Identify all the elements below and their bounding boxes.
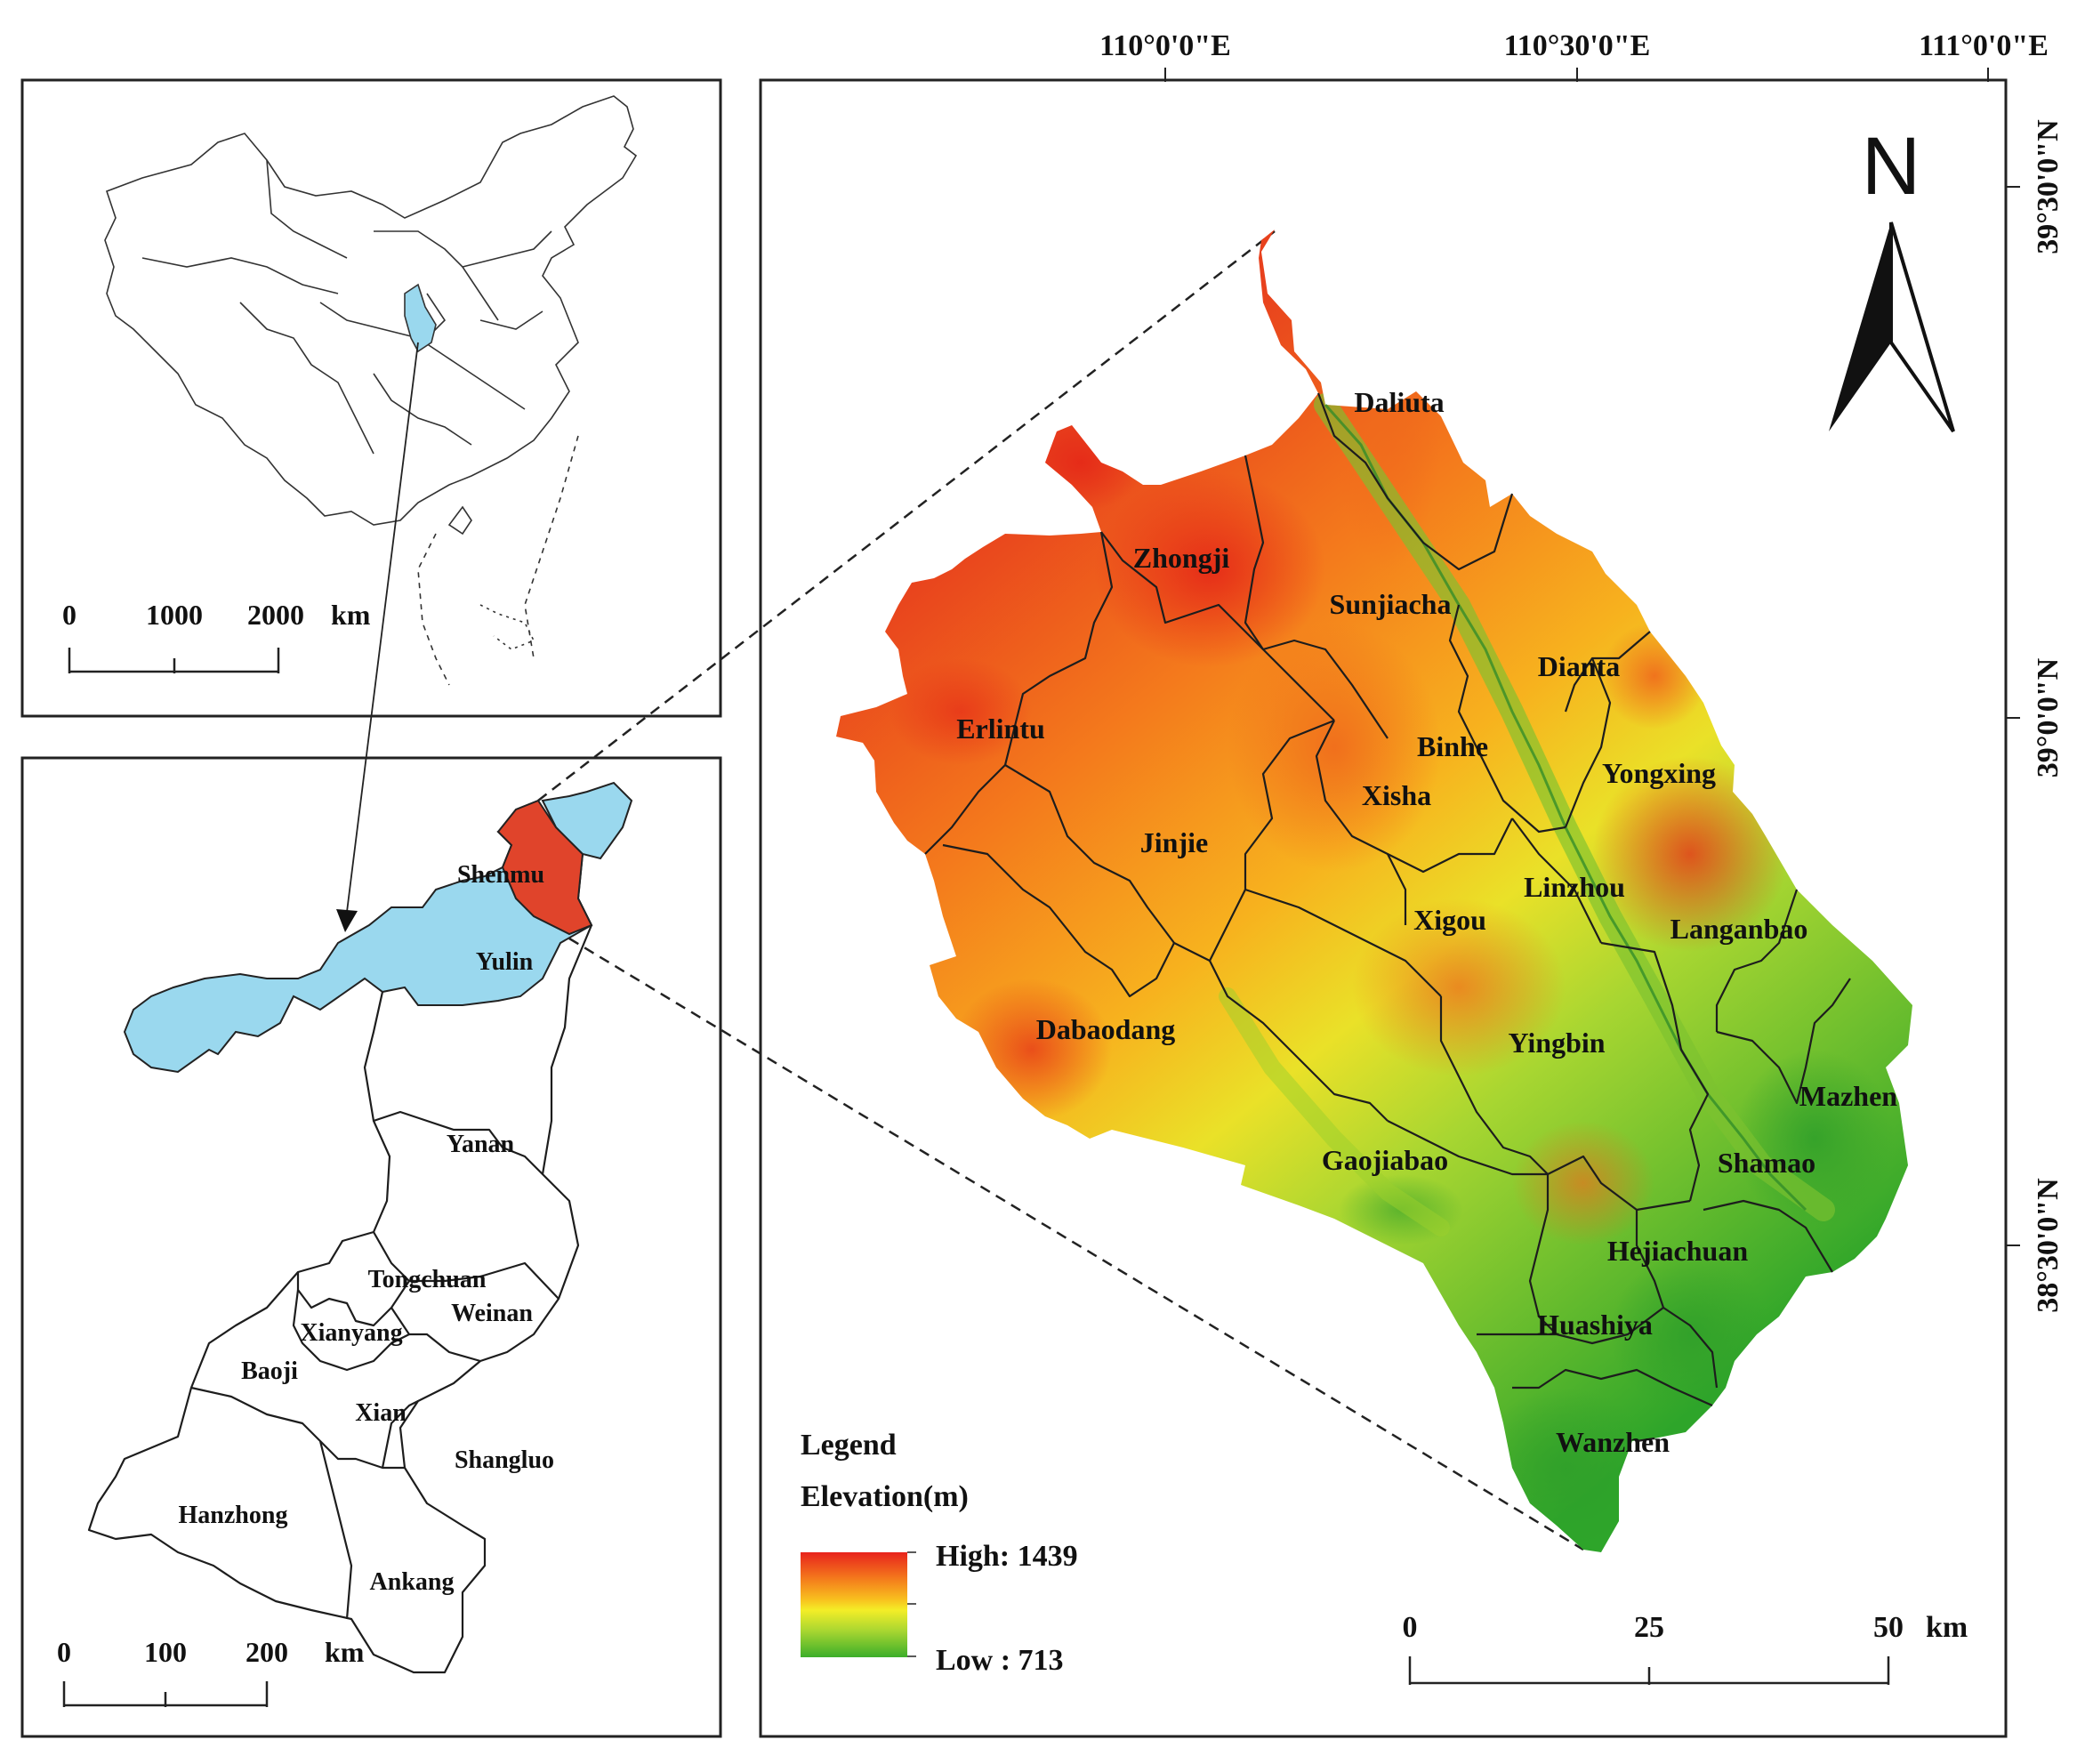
north-arrow-letter: N — [1862, 121, 1920, 212]
legend-color-ramp — [801, 1552, 907, 1657]
label-xianyang: Xianyang — [300, 1319, 402, 1347]
china-outline-map — [104, 95, 638, 686]
china-highlight-shaanxi — [404, 283, 437, 353]
china-scale-label-2: 2000 — [247, 599, 304, 631]
shaanxi-scale-label-1: 100 — [144, 1636, 187, 1668]
lon-label-2: 110°30'0"E — [1504, 29, 1651, 62]
label-baoji: Baoji — [241, 1357, 298, 1385]
china-scale-label-1: 1000 — [146, 599, 203, 631]
legend-low-label: Low : 713 — [936, 1644, 1064, 1677]
town-huashiya: Huashiya — [1537, 1309, 1653, 1341]
town-yingbin: Yingbin — [1508, 1027, 1605, 1059]
label-shangluo: Shangluo — [455, 1446, 554, 1474]
china-scale-unit: km — [331, 599, 371, 631]
main-scale-unit: km — [1926, 1611, 1968, 1644]
shaanxi-scale-unit: km — [325, 1636, 365, 1668]
town-langanbao: Langanbao — [1670, 913, 1808, 945]
town-gaojiabao: Gaojiabao — [1322, 1144, 1448, 1176]
town-sunjiacha: Sunjiacha — [1330, 588, 1452, 620]
label-weinan: Weinan — [451, 1300, 533, 1327]
label-xian: Xian — [355, 1399, 407, 1427]
lat-label-1: 39°30'0"N — [2032, 119, 2065, 254]
shenmu-elevation-map — [836, 230, 1912, 1552]
main-scale-label-2: 50 — [1873, 1611, 1904, 1644]
shaanxi-inset-frame — [20, 756, 722, 1738]
lat-label-3: 38°30'0"N — [2032, 1178, 2065, 1313]
town-hejiachuan: Hejiachuan — [1607, 1235, 1748, 1267]
shaanxi-scale-label-0: 0 — [57, 1636, 71, 1668]
town-shamao: Shamao — [1718, 1147, 1815, 1179]
town-yongxing: Yongxing — [1602, 757, 1716, 789]
town-erlintu: Erlintu — [956, 713, 1045, 745]
zoom-line-bottom — [568, 937, 1584, 1551]
label-shenmu: Shenmu — [457, 861, 544, 889]
town-mazhen: Mazhen — [1799, 1080, 1897, 1112]
legend-subtitle: Elevation(m) — [801, 1480, 969, 1513]
shaanxi-map — [87, 781, 633, 1674]
shaanxi-scale-label-2: 200 — [246, 1636, 288, 1668]
main-scale-label-1: 25 — [1634, 1611, 1664, 1644]
label-yanan: Yanan — [447, 1131, 515, 1158]
china-scale-label-0: 0 — [62, 599, 76, 631]
town-xigou: Xigou — [1413, 904, 1486, 936]
locator-arrow-head — [336, 909, 358, 932]
town-wanzhen: Wanzhen — [1556, 1426, 1670, 1458]
town-binhe: Binhe — [1417, 730, 1488, 762]
legend-title: Legend — [801, 1429, 897, 1462]
legend-high-label: High: 1439 — [936, 1540, 1078, 1573]
label-tongchuan: Tongchuan — [368, 1266, 487, 1293]
china-inset-frame — [20, 78, 722, 718]
town-zhongji: Zhongji — [1133, 542, 1230, 574]
town-xisha: Xisha — [1362, 779, 1431, 811]
label-hanzhong: Hanzhong — [179, 1502, 288, 1529]
lon-label-1: 110°0'0"E — [1099, 29, 1231, 62]
main-scale-label-0: 0 — [1403, 1611, 1418, 1644]
lat-label-2: 39°0'0"N — [2032, 657, 2065, 777]
town-dianta: Dianta — [1538, 650, 1620, 682]
town-jinjie: Jinjie — [1140, 826, 1208, 858]
main-map-frame — [759, 78, 2008, 1738]
label-yulin: Yulin — [476, 948, 534, 976]
town-dabaodang: Dabaodang — [1036, 1013, 1176, 1045]
town-daliuta: Daliuta — [1354, 386, 1444, 418]
town-linzhou: Linzhou — [1524, 871, 1625, 903]
locator-arrow-line — [346, 342, 419, 913]
lon-label-3: 111°0'0"E — [1919, 29, 2049, 62]
shaanxi-region-fugu — [541, 781, 633, 860]
label-ankang: Ankang — [370, 1568, 455, 1596]
shaanxi-region-yulin — [123, 808, 593, 1074]
north-arrow-icon — [1829, 222, 1955, 433]
zoom-line-top — [537, 230, 1276, 801]
